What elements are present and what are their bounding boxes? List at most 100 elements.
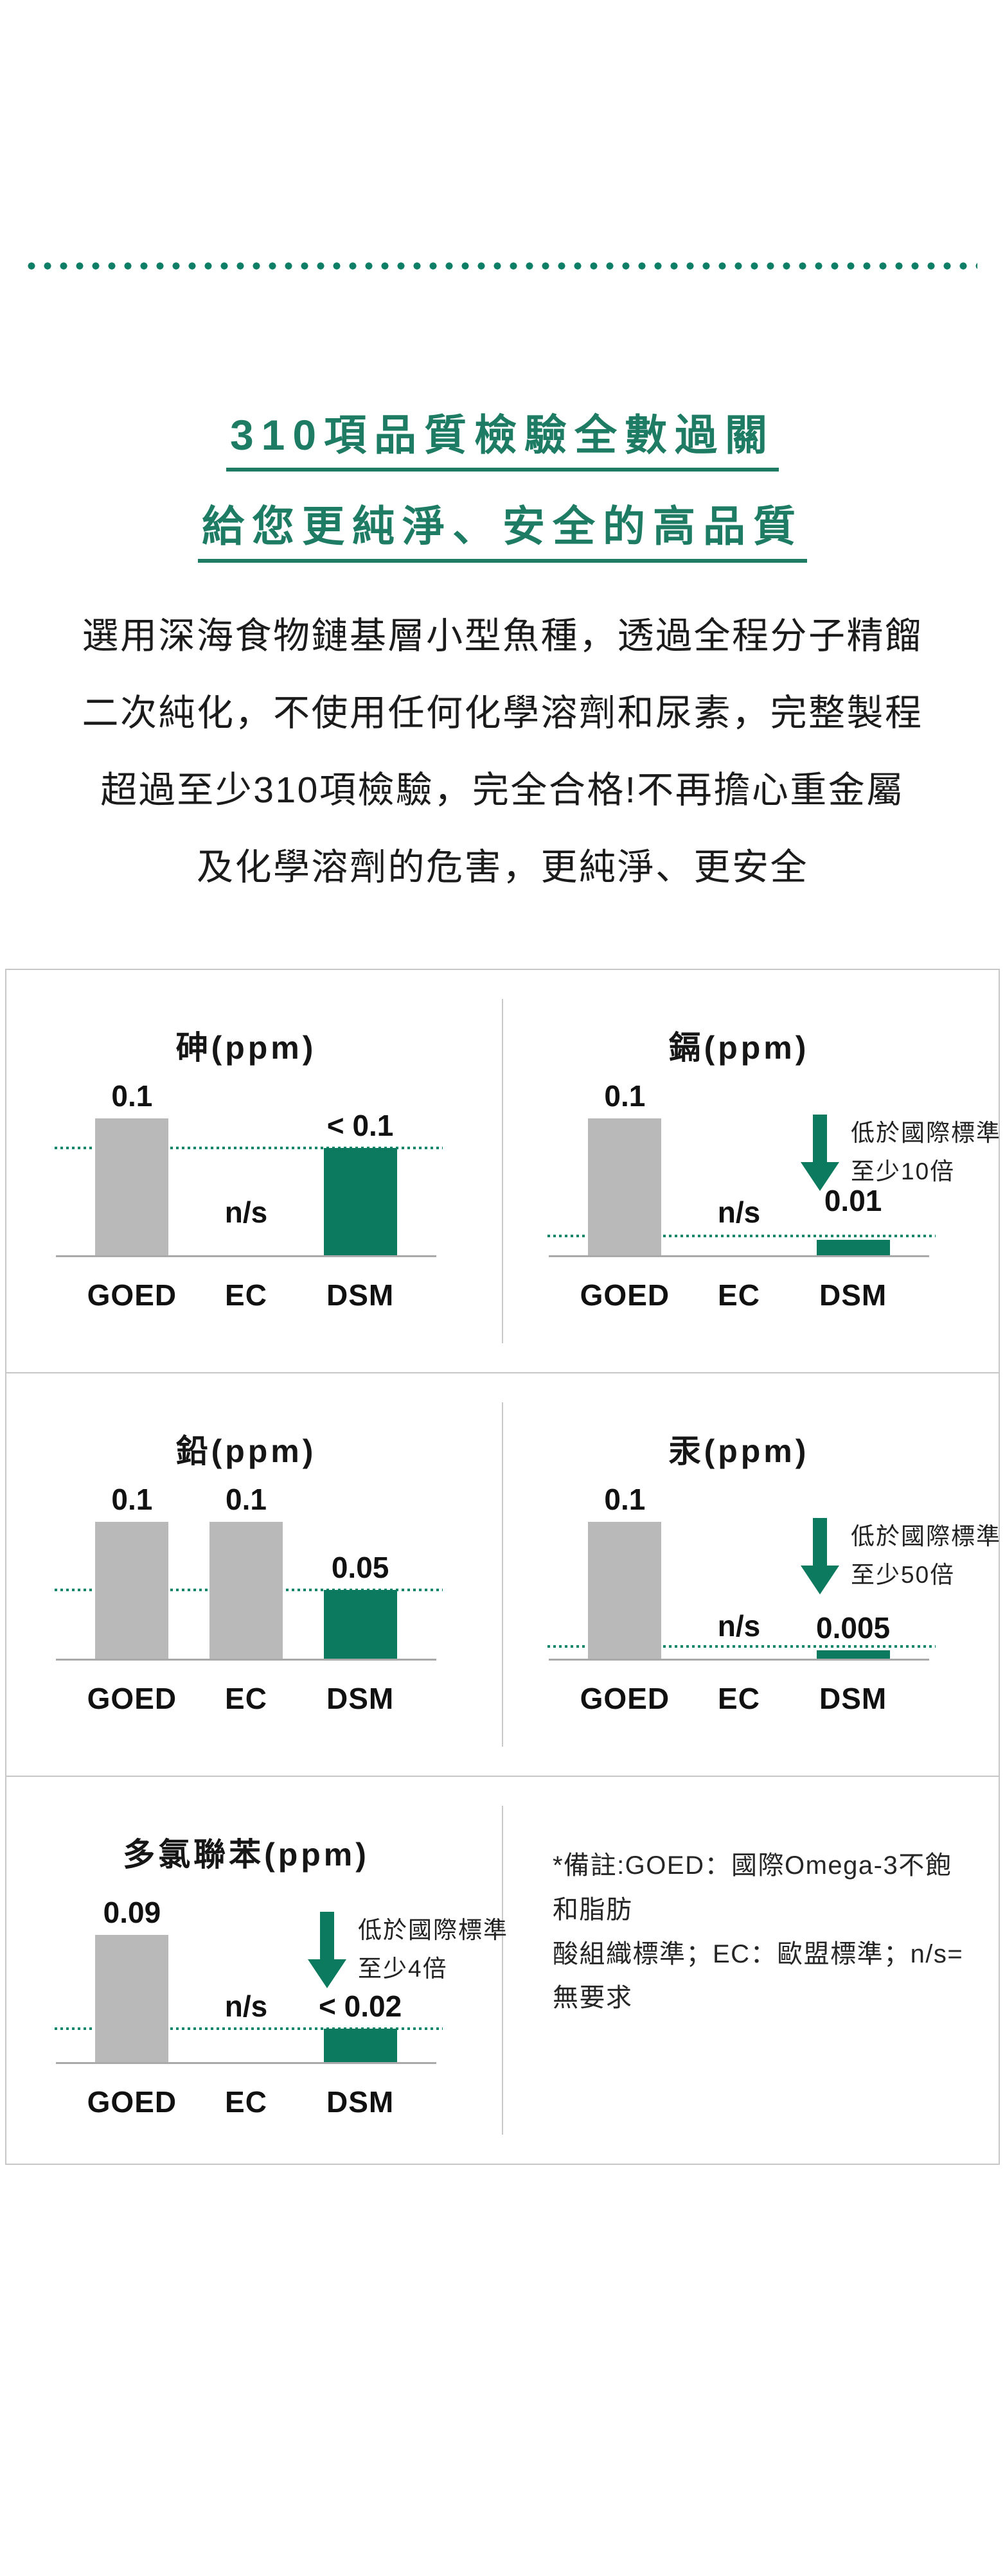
bar-goed bbox=[95, 1118, 169, 1255]
bar-dsm bbox=[323, 1590, 397, 1659]
bar-value: 0.1 bbox=[111, 1483, 153, 1516]
threshold-line bbox=[547, 1235, 936, 1237]
bar-dsm bbox=[816, 1240, 890, 1255]
heading-block-2: 給您更純淨、安全的高品質 bbox=[0, 505, 1005, 563]
category-goed: GOED bbox=[580, 1278, 670, 1312]
bar-value-ns: n/s bbox=[224, 1989, 268, 2023]
bar-value-ns: n/s bbox=[717, 1609, 761, 1643]
category-dsm: DSM bbox=[326, 1278, 395, 1312]
bar-value: < 0.02 bbox=[319, 1989, 402, 2023]
annotation-line: 低於國際標準 bbox=[851, 1120, 1001, 1147]
bar-chart-mercury: 0.1 n/s 0.005 低於國際標準 至少50倍 bbox=[547, 1482, 1000, 1661]
chart-title: 汞(ppm) bbox=[668, 1433, 810, 1469]
footnote-line: *備註:GOED：國際Omega-3不飽和脂肪 bbox=[553, 1851, 952, 1924]
intro-line: 超過至少310項檢驗，完全合格!不再擔心重金屬 bbox=[100, 770, 905, 811]
page-title-line1: 310項品質檢驗全數過關 bbox=[226, 414, 779, 472]
bar-group-goed: 0.1 bbox=[588, 1079, 662, 1255]
annotation-below-standard: 低於國際標準 至少10倍 bbox=[801, 1114, 1001, 1191]
category-labels: GOED EC DSM bbox=[56, 2085, 436, 2119]
heading-block: 310項品質檢驗全數過關 bbox=[0, 414, 1005, 472]
category-labels: GOED EC DSM bbox=[549, 1278, 929, 1312]
category-dsm: DSM bbox=[819, 1682, 887, 1715]
bar-chart-cadmium: 0.1 n/s 0.01 低於國際標準 至少10倍 bbox=[547, 1079, 1000, 1257]
annotation-line: 至少50倍 bbox=[851, 1562, 956, 1589]
down-arrow-icon bbox=[308, 1911, 346, 1988]
footnote-panel: *備註:GOED：國際Omega-3不飽和脂肪 酸組織標準；EC：歐盟標準；n/… bbox=[502, 1777, 999, 2164]
chart-row-3: 多氯聯苯(ppm) 0.09 n/s < 0.02 bbox=[5, 1776, 1000, 2165]
category-ec: EC bbox=[225, 1278, 267, 1312]
intro-line: 及化學溶劑的危害，更純淨、更安全 bbox=[197, 847, 808, 888]
annotation-below-standard: 低於國際標準 至少4倍 bbox=[308, 1911, 508, 1988]
category-goed: GOED bbox=[580, 1682, 670, 1715]
category-labels: GOED EC DSM bbox=[56, 1681, 436, 1715]
category-goed: GOED bbox=[87, 1278, 177, 1312]
annotation-line: 低於國際標準 bbox=[358, 1917, 508, 1944]
annotation-line: 至少4倍 bbox=[358, 1955, 448, 1982]
bar-dsm bbox=[323, 2029, 397, 2062]
bar-chart-lead: 0.1 0.1 0.05 bbox=[55, 1482, 443, 1661]
category-ec: EC bbox=[225, 1682, 267, 1715]
annotation-line: 至少10倍 bbox=[851, 1158, 956, 1185]
bar-group-dsm: 0.005 bbox=[816, 1610, 890, 1659]
category-ec: EC bbox=[718, 1682, 760, 1715]
footnote-line: 酸組織標準；EC：歐盟標準；n/s=無要求 bbox=[553, 1939, 964, 2013]
annotation-text: 低於國際標準 至少4倍 bbox=[358, 1911, 508, 1988]
chart-panel-pcb: 多氯聯苯(ppm) 0.09 n/s < 0.02 bbox=[6, 1777, 507, 2164]
category-goed: GOED bbox=[87, 2085, 177, 2119]
chart-row-2: 鉛(ppm) 0.1 0.1 0.05 GOED EC D bbox=[5, 1372, 1000, 1777]
chart-title: 鉛(ppm) bbox=[175, 1433, 317, 1469]
annotation-text: 低於國際標準 至少50倍 bbox=[851, 1517, 1001, 1594]
bar-group-dsm: < 0.02 bbox=[319, 1989, 402, 2062]
bar-goed bbox=[95, 1935, 169, 2062]
footnote-text: *備註:GOED：國際Omega-3不飽和脂肪 酸組織標準；EC：歐盟標準；n/… bbox=[503, 1777, 999, 2020]
bar-group-dsm: 0.05 bbox=[323, 1550, 397, 1659]
chart-panel-arsenic: 砷(ppm) 0.1 n/s < 0.1 GOED EC DSM bbox=[6, 970, 503, 1372]
chart-title: 鎘(ppm) bbox=[668, 1030, 810, 1066]
intro-paragraph: 選用深海食物鏈基層小型魚種，透過全程分子精餾 二次純化，不使用任何化學溶劑和尿素… bbox=[0, 597, 1005, 906]
category-dsm: DSM bbox=[326, 2085, 395, 2119]
category-ec: EC bbox=[718, 1278, 760, 1312]
bar-value: 0.1 bbox=[111, 1079, 153, 1113]
bar-dsm bbox=[816, 1650, 890, 1659]
annotation-text: 低於國際標準 至少10倍 bbox=[851, 1114, 1001, 1191]
bar-goed bbox=[588, 1522, 662, 1659]
intro-line: 選用深海食物鏈基層小型魚種，透過全程分子精餾 bbox=[82, 615, 923, 657]
bar-group-dsm: 0.01 bbox=[816, 1183, 890, 1255]
bar-dsm bbox=[323, 1148, 397, 1255]
category-labels: GOED EC DSM bbox=[549, 1681, 929, 1715]
bar-group-goed: 0.09 bbox=[95, 1895, 169, 2062]
annotation-line: 低於國際標準 bbox=[851, 1523, 1001, 1550]
category-goed: GOED bbox=[87, 1682, 177, 1715]
bar-value-ns: n/s bbox=[717, 1195, 761, 1229]
bar-chart-pcb: 0.09 n/s < 0.02 低於國際標準 至少4倍 bbox=[55, 1889, 507, 2064]
chart-panel-mercury: 汞(ppm) 0.1 n/s 0.005 bbox=[502, 1373, 1000, 1776]
bar-group-ec: 0.1 bbox=[209, 1482, 283, 1659]
chart-title: 多氯聯苯(ppm) bbox=[123, 1837, 369, 1873]
dotted-divider bbox=[28, 262, 977, 270]
category-ec: EC bbox=[225, 2085, 267, 2119]
bar-value: < 0.1 bbox=[326, 1109, 394, 1142]
bar-group-dsm: < 0.1 bbox=[323, 1108, 397, 1255]
bar-value: 0.05 bbox=[331, 1551, 389, 1584]
chart-panel-cadmium: 鎘(ppm) 0.1 n/s 0.01 bbox=[502, 970, 1000, 1372]
bar-ec bbox=[209, 1522, 283, 1659]
bar-goed bbox=[95, 1522, 169, 1659]
intro-line: 二次純化，不使用任何化學溶劑和尿素，完整製程 bbox=[82, 693, 923, 734]
bar-group-goed: 0.1 bbox=[95, 1482, 169, 1659]
bar-group-goed: 0.1 bbox=[588, 1482, 662, 1659]
bar-value: 0.1 bbox=[604, 1483, 646, 1516]
annotation-below-standard: 低於國際標準 至少50倍 bbox=[801, 1517, 1001, 1594]
bar-value: 0.09 bbox=[103, 1896, 161, 1929]
threshold-line bbox=[547, 1645, 936, 1648]
threshold-line bbox=[55, 1147, 443, 1149]
bar-chart-arsenic: 0.1 n/s < 0.1 bbox=[55, 1079, 443, 1257]
category-labels: GOED EC DSM bbox=[56, 1278, 436, 1312]
category-dsm: DSM bbox=[819, 1278, 887, 1312]
bar-value: 0.1 bbox=[604, 1079, 646, 1113]
bar-group-goed: 0.1 bbox=[95, 1079, 169, 1255]
category-dsm: DSM bbox=[326, 1682, 395, 1715]
chart-row-1: 砷(ppm) 0.1 n/s < 0.1 GOED EC DSM bbox=[5, 969, 1000, 1373]
bar-value: 0.1 bbox=[226, 1483, 267, 1516]
down-arrow-icon bbox=[801, 1114, 839, 1191]
threshold-line bbox=[55, 2027, 443, 2030]
